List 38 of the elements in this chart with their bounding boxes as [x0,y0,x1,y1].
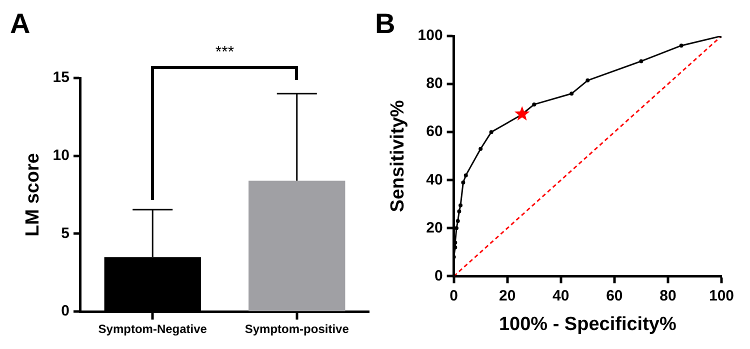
point [457,209,462,214]
y-tick-label: 100 [418,27,443,44]
point [456,218,460,223]
point [478,146,483,151]
point [458,203,463,208]
x-tick-label: Symptom-positive [244,322,350,336]
y-axis-title: Sensitivity% [388,100,409,212]
y-tick-label: 20 [426,219,443,236]
y-tick-label: 60 [426,123,443,140]
y-tick-label: 80 [426,75,443,92]
point [514,106,530,121]
y-tick-label: 10 [52,147,70,164]
chart-title: B [375,8,396,40]
x-tick-label: Symptom-Negative [98,322,208,336]
x-tick-label: 60 [606,287,623,304]
x-tick-label: 80 [660,287,676,304]
y-tick-label: 40 [426,171,443,188]
point [489,130,494,134]
point [570,92,574,96]
x-tick-label: 40 [552,287,570,304]
text: *** [215,44,234,61]
point [464,173,468,178]
y-tick-label: 5 [61,224,70,242]
y-tick-label: 15 [52,69,70,86]
chart-title: A [10,8,30,40]
point [639,59,644,64]
y-tick-label: 0 [61,302,70,320]
y-axis-title: LM score [22,153,44,237]
point [454,226,459,230]
y-tick-label: 0 [434,267,443,284]
point [461,180,466,185]
x-tick-label: 0 [450,287,458,304]
point [586,78,590,82]
point [679,44,684,48]
x-tick-label: 20 [499,287,516,304]
x-tick-label: 100 [708,287,734,304]
point [532,102,536,106]
x-axis-title: 100% - Specificity% [498,314,676,335]
